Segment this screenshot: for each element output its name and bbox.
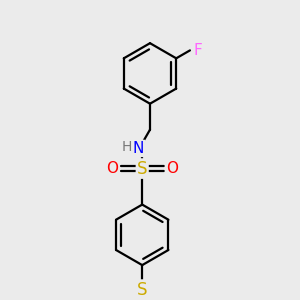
Text: O: O — [106, 161, 119, 176]
Text: F: F — [194, 43, 202, 58]
Text: H: H — [122, 140, 132, 154]
Text: S: S — [137, 160, 148, 178]
Text: S: S — [137, 280, 148, 298]
Text: O: O — [166, 161, 178, 176]
Text: N: N — [133, 141, 144, 156]
